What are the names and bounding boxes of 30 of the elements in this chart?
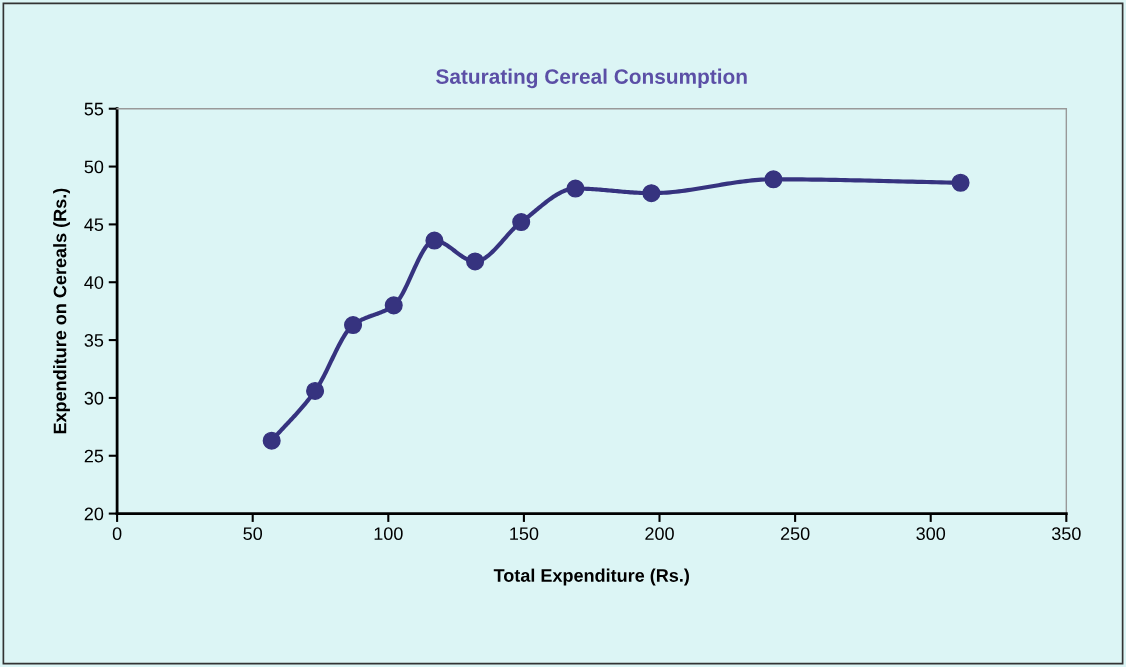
point: [384, 296, 403, 315]
x-axis-title: Total Expenditure (Rs.): [493, 568, 689, 586]
point: [512, 213, 531, 232]
x-tick-label: 50: [243, 527, 263, 541]
point: [642, 184, 661, 203]
point: [344, 316, 363, 335]
point: [306, 381, 325, 401]
y-tick-label: 40: [84, 276, 104, 289]
point: [425, 231, 444, 250]
x-tick-label: 100: [374, 527, 403, 541]
chart-title: Saturating Cereal Consumption: [436, 68, 747, 89]
x-tick-label: 300: [916, 527, 946, 541]
y-axis-title: Expenditure on Cereals (Rs.): [53, 188, 70, 434]
y-tick-label: 50: [84, 160, 104, 174]
y-tick-label: 55: [84, 102, 104, 116]
y-tick-label: 45: [84, 218, 104, 232]
point: [466, 252, 485, 271]
x-tick-label: 250: [780, 527, 810, 541]
point: [951, 173, 970, 192]
x-tick-label: 350: [1051, 527, 1081, 541]
point: [262, 431, 281, 450]
y-tick-label: 25: [84, 449, 104, 463]
point: [566, 179, 585, 198]
point: [764, 170, 783, 189]
x-tick-label: 0: [112, 527, 122, 541]
y-tick-label: 35: [84, 334, 104, 347]
y-tick-label: 20: [84, 507, 104, 521]
x-tick-label: 150: [510, 527, 539, 541]
y-tick-label: 30: [84, 391, 104, 405]
x-tick-label: 200: [645, 527, 674, 541]
